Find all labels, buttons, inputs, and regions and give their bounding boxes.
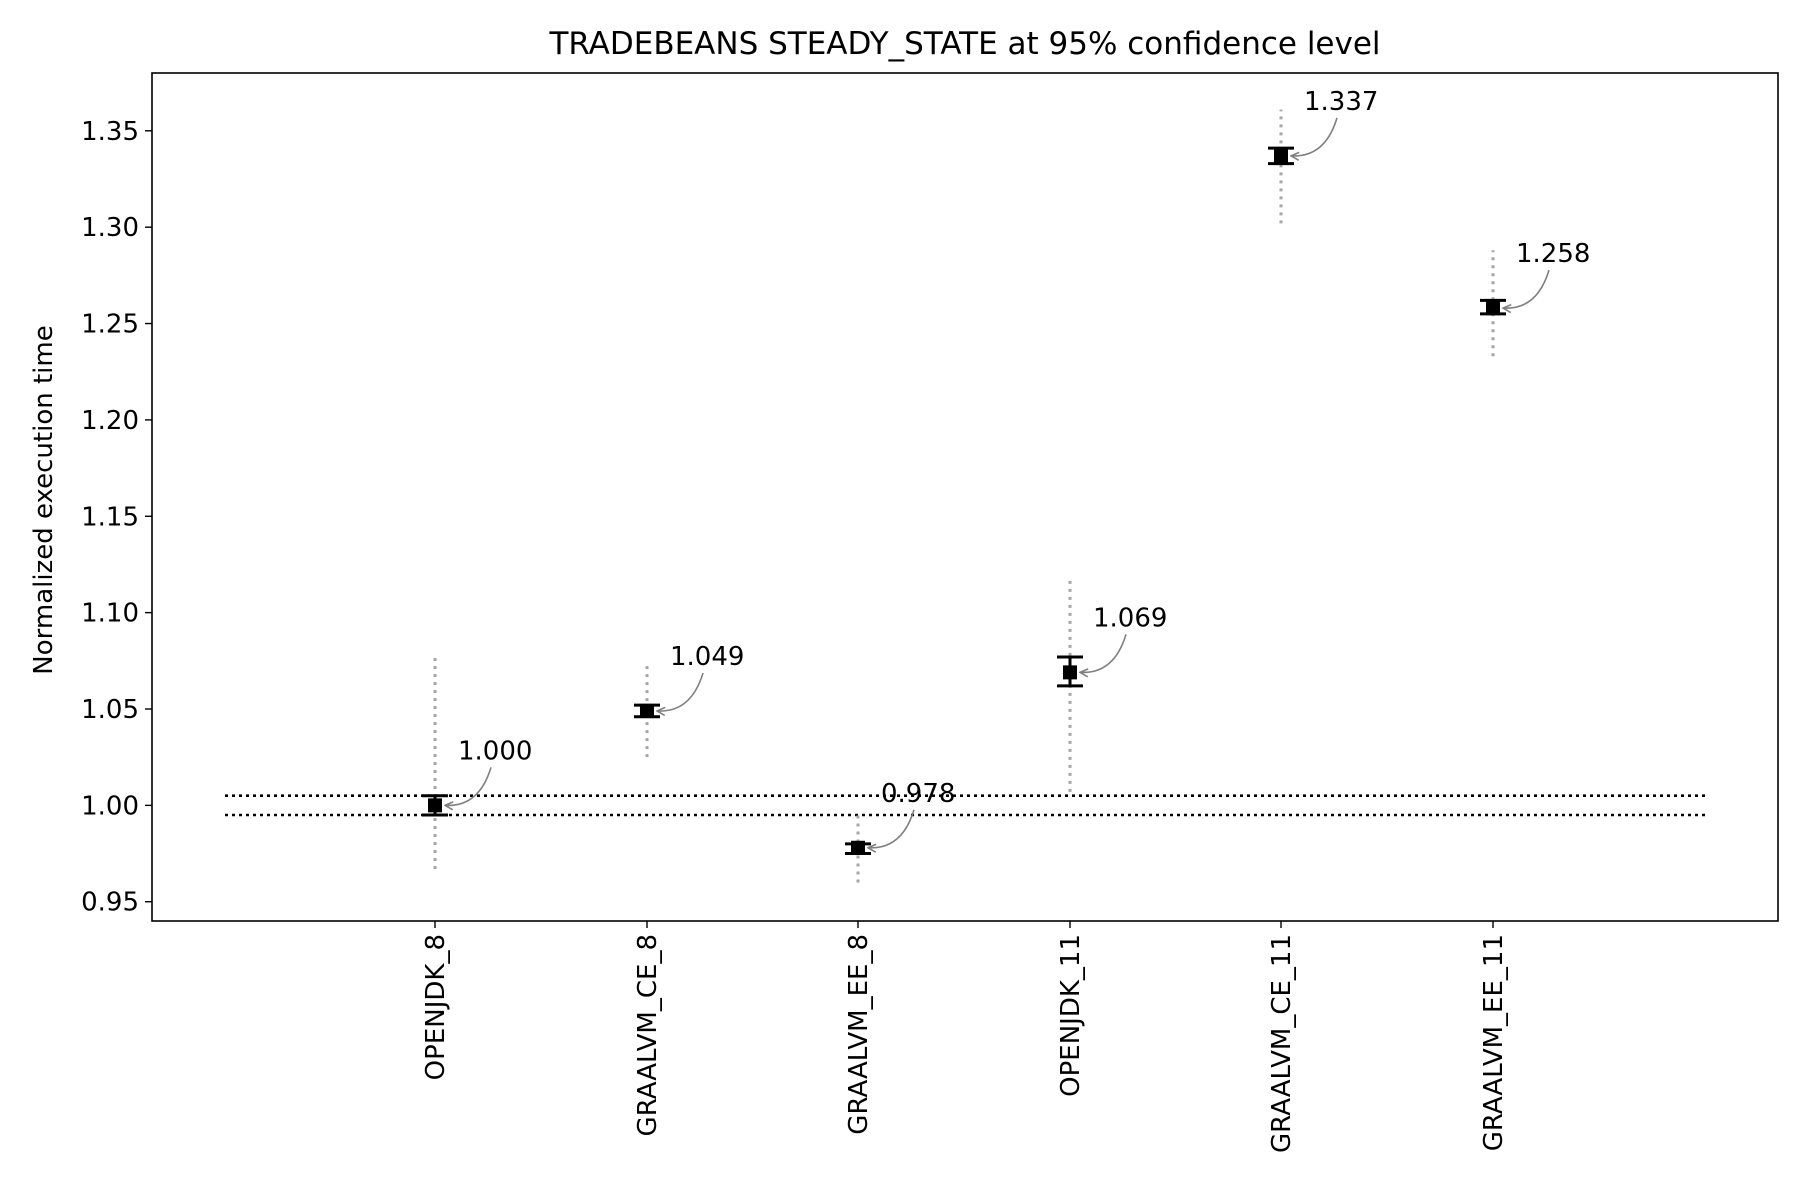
x-tick-label: GRAALVM_CE_8	[633, 934, 663, 1136]
x-tick-label: GRAALVM_EE_11	[1479, 934, 1509, 1151]
chart-title: TRADEBEANS STEADY_STATE at 95% confidenc…	[548, 26, 1380, 62]
annotation-arrow	[657, 672, 704, 711]
y-tick-label: 1.10	[81, 599, 139, 629]
data-point	[428, 798, 442, 813]
plot-layer: 0.95 1.00 1.05 1.10 1.15 1.20 1.25 1.30 1.35 OPEN…	[81, 72, 1779, 1153]
data-label: 1.069	[1093, 603, 1167, 633]
annotation-arrow	[445, 767, 492, 805]
y-tick-label: 1.35	[81, 117, 139, 147]
annotation-arrow	[1291, 117, 1338, 156]
plot-frame	[151, 72, 1779, 922]
data-label: 1.049	[670, 642, 744, 672]
y-tick-label: 1.15	[81, 502, 139, 532]
data-point	[1486, 301, 1500, 316]
x-tick-label: OPENJDK_11	[1056, 934, 1086, 1097]
y-tick-label: 1.00	[81, 791, 139, 821]
data-point	[851, 840, 865, 855]
y-axis-label: Normalized execution time	[29, 325, 59, 674]
x-tick-label: OPENJDK_8	[421, 934, 451, 1080]
data-label: 1.337	[1304, 87, 1378, 117]
y-tick-label: 1.30	[81, 213, 139, 243]
data-label: 1.000	[458, 736, 532, 766]
annotation-arrow	[1080, 634, 1127, 672]
data-label: 0.978	[881, 779, 955, 809]
y-tick-label: 0.95	[81, 888, 139, 918]
y-tick-label: 1.25	[81, 310, 139, 340]
data-point	[1274, 148, 1288, 163]
y-tick-label: 1.20	[81, 406, 139, 436]
data-point	[640, 703, 654, 718]
data-point	[1063, 665, 1077, 680]
y-tick-label: 1.05	[81, 695, 139, 725]
annotation-arrow	[1503, 269, 1550, 308]
x-tick-label: GRAALVM_EE_8	[844, 934, 874, 1135]
x-tick-label: GRAALVM_CE_11	[1267, 934, 1297, 1153]
data-label: 1.258	[1516, 239, 1590, 269]
annotation-arrow	[868, 809, 915, 848]
